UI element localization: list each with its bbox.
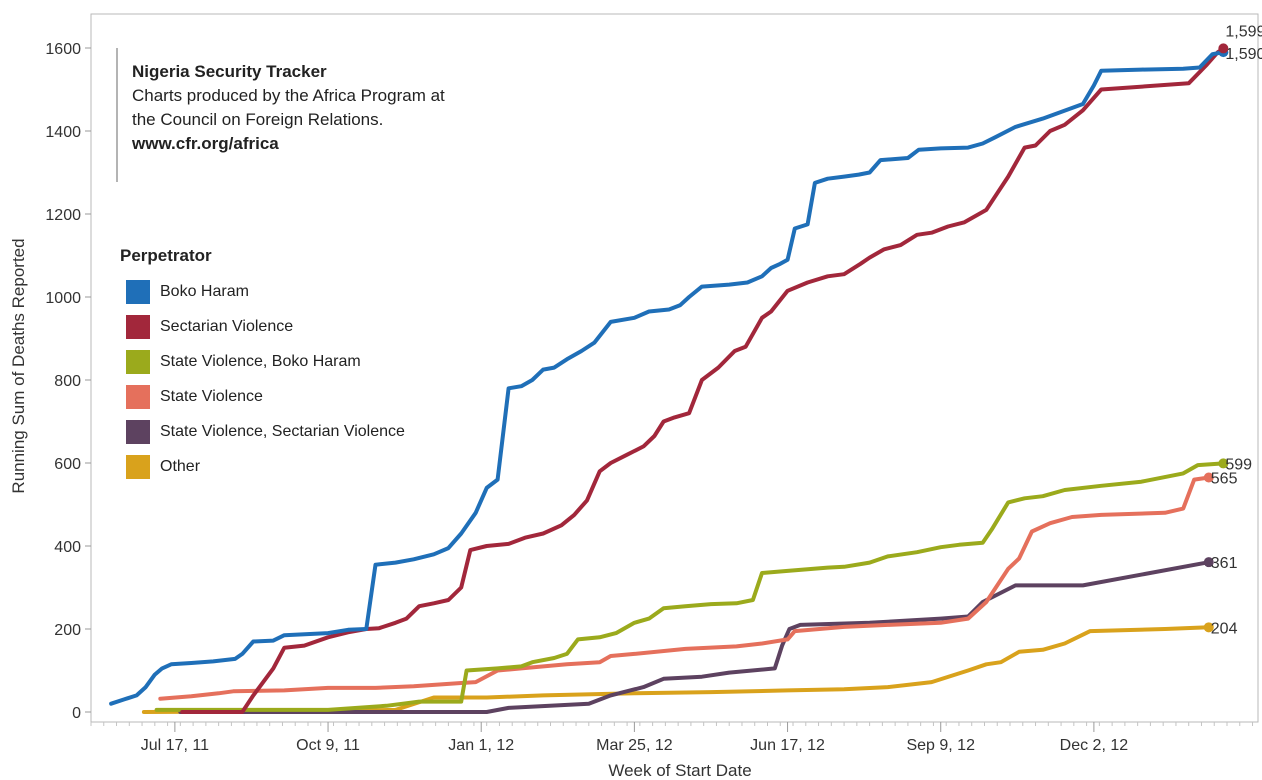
x-tick-label: Sep 9, 12 xyxy=(906,737,975,754)
y-tick-label: 800 xyxy=(54,373,81,390)
annotation-divider xyxy=(116,48,118,182)
annotation-url: www.cfr.org/africa xyxy=(132,134,279,153)
series-line xyxy=(180,46,1226,714)
legend-item[interactable]: State Violence xyxy=(120,379,405,414)
legend-title: Perpetrator xyxy=(120,246,212,265)
plot-frame xyxy=(90,13,1259,723)
series-end-marker xyxy=(1203,557,1214,568)
series-end-label: 361 xyxy=(1211,555,1238,572)
series-end-marker xyxy=(1203,472,1214,483)
x-tick-label: Jun 17, 12 xyxy=(750,737,825,754)
series-end-marker xyxy=(1218,43,1229,54)
y-tick-label: 0 xyxy=(72,705,81,722)
legend: Perpetrator Boko Haram Sectarian Violenc… xyxy=(120,246,405,484)
series-line xyxy=(158,475,1211,701)
legend-label: Sectarian Violence xyxy=(160,317,294,335)
legend-swatch xyxy=(126,314,150,339)
legend-swatch xyxy=(126,454,150,479)
chart-marks: 0 200 400 600 800 1000 1200 1400 1600 Jul 17, 11 O… xyxy=(45,13,1262,754)
y-tick-label: 1000 xyxy=(45,290,81,307)
legend-label: Boko Haram xyxy=(160,282,249,300)
x-tick-label: Dec 2, 12 xyxy=(1060,737,1129,754)
x-tick-label: Jan 1, 12 xyxy=(448,737,514,754)
legend-item[interactable]: Boko Haram xyxy=(120,274,405,309)
y-tick-label: 200 xyxy=(54,622,81,639)
series-line xyxy=(154,461,1226,712)
series-end-marker xyxy=(1203,622,1214,633)
legend-item[interactable]: Other xyxy=(120,449,405,484)
x-tick-label: Oct 9, 11 xyxy=(296,737,360,754)
legend-swatch xyxy=(126,349,150,374)
annotation-title: Nigeria Security Tracker xyxy=(132,62,327,81)
series-end-label: 599 xyxy=(1225,456,1252,473)
legend-swatch xyxy=(126,279,150,304)
y-tick-label: 1600 xyxy=(45,41,81,58)
series-line xyxy=(109,50,1226,706)
y-tick-label: 1400 xyxy=(45,124,81,141)
series-line xyxy=(178,560,1211,714)
y-axis-title: Running Sum of Deaths Reported xyxy=(9,238,28,493)
series-end-label: 1,590 xyxy=(1225,46,1262,63)
y-tick-label: 600 xyxy=(54,456,81,473)
annotation-text: Charts produced by the Africa Program at… xyxy=(132,86,445,129)
x-tick-label: Jul 17, 11 xyxy=(141,737,209,754)
legend-swatch xyxy=(126,384,150,409)
y-tick-label: 1200 xyxy=(45,207,81,224)
series-end-label: 565 xyxy=(1211,471,1238,488)
series-end-marker xyxy=(1218,458,1229,469)
series-end-label: 1,599 xyxy=(1225,23,1262,40)
annotation-box: Nigeria Security Tracker Charts produced… xyxy=(132,60,452,156)
legend-item[interactable]: State Violence, Sectarian Violence xyxy=(120,414,405,449)
legend-item[interactable]: State Violence, Boko Haram xyxy=(120,344,405,379)
legend-swatch xyxy=(126,419,150,444)
series-end-label: 204 xyxy=(1211,620,1238,637)
y-tick-label: 400 xyxy=(54,539,81,556)
legend-label: State Violence, Sectarian Violence xyxy=(160,422,405,440)
series-line xyxy=(141,625,1211,714)
legend-item[interactable]: Sectarian Violence xyxy=(120,309,405,344)
legend-label: State Violence xyxy=(160,387,263,405)
x-tick-label: Mar 25, 12 xyxy=(596,737,673,754)
legend-label: Other xyxy=(160,457,201,475)
legend-label: State Violence, Boko Haram xyxy=(160,352,361,370)
x-axis-title: Week of Start Date xyxy=(608,761,751,780)
